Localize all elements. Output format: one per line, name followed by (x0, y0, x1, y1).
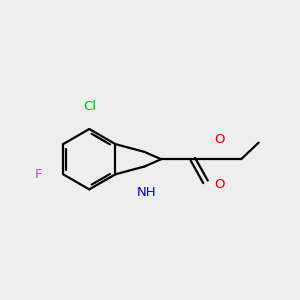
Text: NH: NH (136, 186, 156, 199)
Text: Cl: Cl (83, 100, 96, 113)
Text: O: O (214, 178, 224, 191)
Text: F: F (35, 168, 43, 181)
Text: O: O (214, 133, 225, 146)
